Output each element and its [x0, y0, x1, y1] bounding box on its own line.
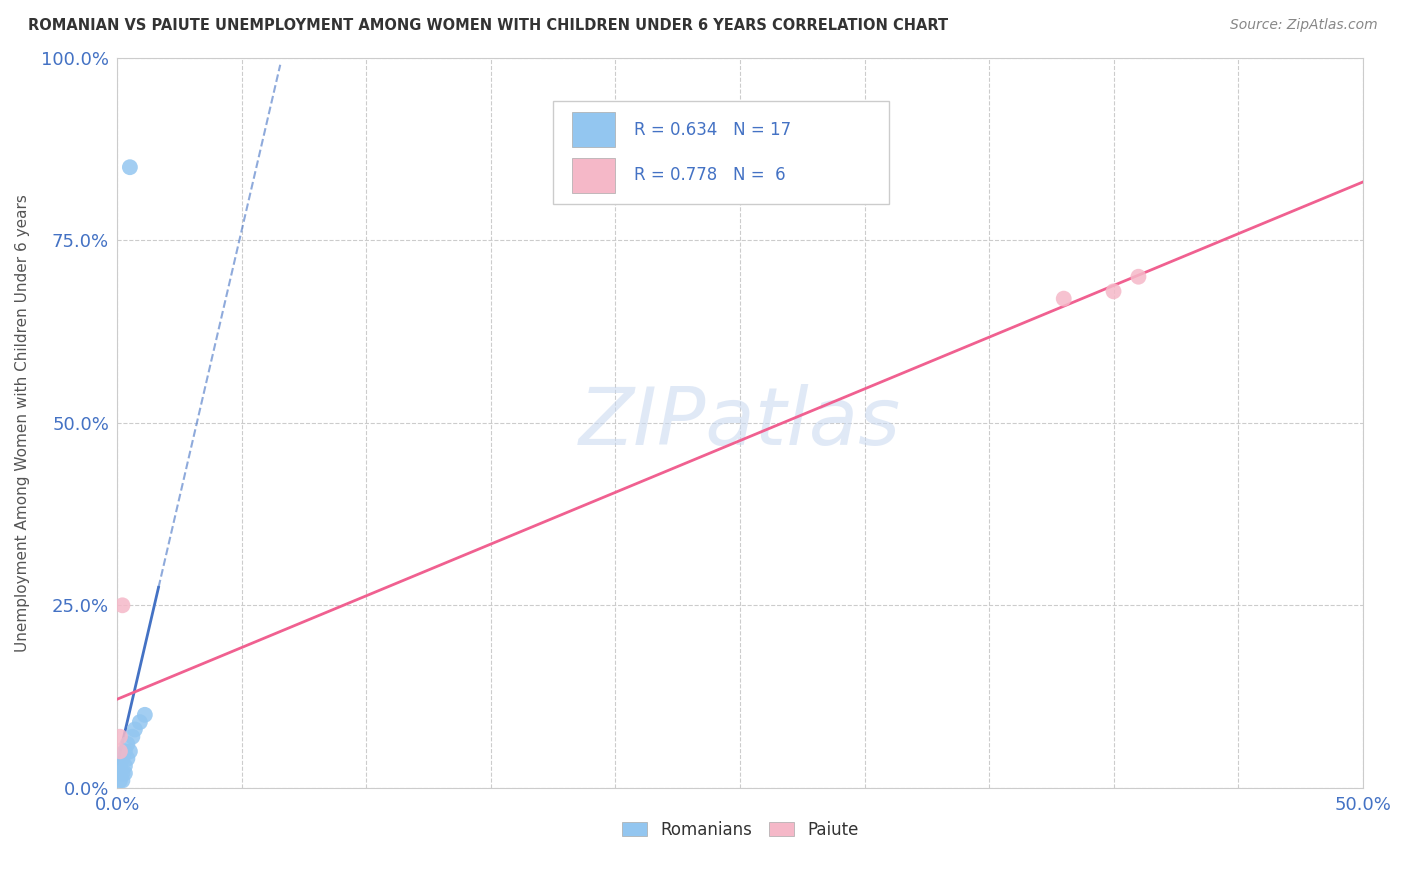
Point [118, 744, 141, 758]
Point [1053, 292, 1076, 306]
Point [118, 160, 141, 174]
Text: ZIPatlas: ZIPatlas [579, 384, 901, 462]
Point [117, 751, 139, 765]
FancyBboxPatch shape [572, 158, 616, 193]
Point [134, 707, 156, 722]
Point [117, 737, 139, 751]
Point [114, 766, 136, 780]
Point [114, 759, 136, 773]
Point [128, 715, 150, 730]
Point [108, 773, 131, 788]
Point [108, 744, 131, 758]
Point [1128, 269, 1150, 284]
Point [111, 773, 134, 788]
Point [111, 599, 134, 613]
Text: R = 0.634   N = 17: R = 0.634 N = 17 [634, 121, 792, 139]
Point [111, 751, 134, 765]
Point [1102, 285, 1125, 299]
Point [111, 766, 134, 780]
FancyBboxPatch shape [553, 102, 890, 203]
Point [108, 766, 131, 780]
FancyBboxPatch shape [572, 112, 616, 147]
Text: R = 0.778   N =  6: R = 0.778 N = 6 [634, 166, 786, 185]
Point [108, 759, 131, 773]
Point [124, 723, 146, 737]
Point [114, 744, 136, 758]
Legend: Romanians, Paiute: Romanians, Paiute [614, 814, 865, 846]
Text: Source: ZipAtlas.com: Source: ZipAtlas.com [1230, 18, 1378, 32]
Y-axis label: Unemployment Among Women with Children Under 6 years: Unemployment Among Women with Children U… [15, 194, 30, 652]
Text: ROMANIAN VS PAIUTE UNEMPLOYMENT AMONG WOMEN WITH CHILDREN UNDER 6 YEARS CORRELAT: ROMANIAN VS PAIUTE UNEMPLOYMENT AMONG WO… [28, 18, 948, 33]
Point [121, 730, 143, 744]
Point [108, 730, 131, 744]
